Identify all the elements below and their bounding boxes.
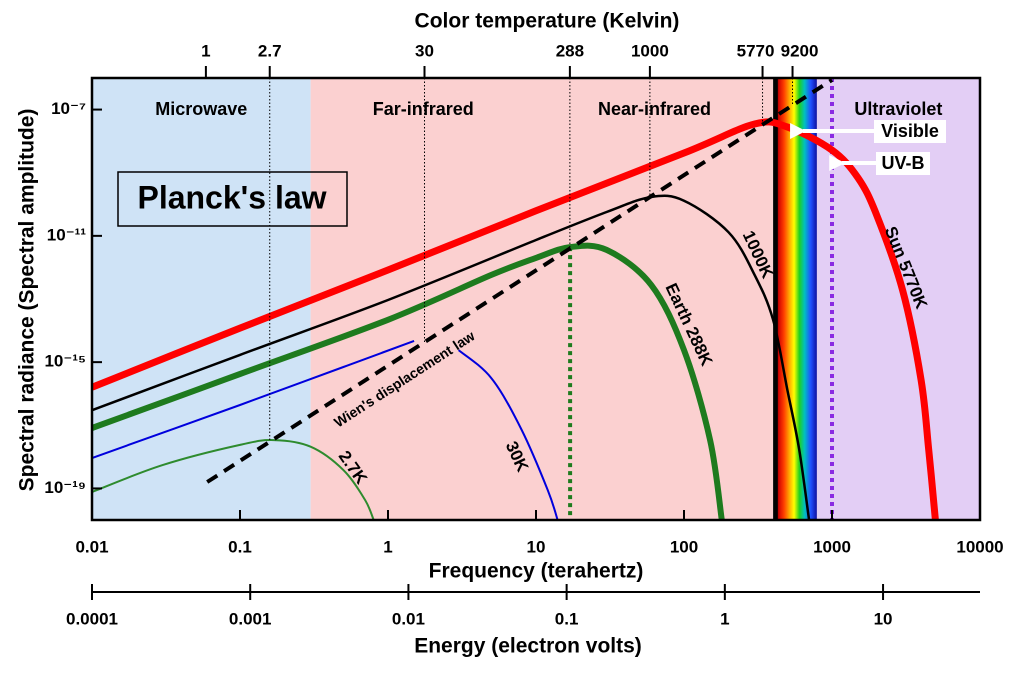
visible-band [773, 78, 817, 520]
uvb-label-box [876, 152, 930, 175]
region [536, 78, 774, 520]
x-tick-label: 10000 [956, 537, 1003, 556]
energy-tick-label: 0.001 [229, 609, 272, 628]
curve-layer [92, 118, 939, 520]
top-tick-label: 30 [415, 41, 434, 60]
x-tick-label: 1000 [813, 537, 851, 556]
visible-label: Visible [881, 121, 939, 141]
top-tick-label: 5770 [737, 41, 775, 60]
planck-curve [92, 118, 939, 520]
top-tick-label: 288 [556, 41, 584, 60]
energy-tick-label: 0.0001 [66, 609, 118, 628]
x-tick-label: 0.1 [228, 537, 252, 556]
top-axis-title: Color temperature (Kelvin) [415, 10, 680, 33]
x-tick-label: 0.01 [75, 537, 108, 556]
top-tick-label: 2.7 [258, 41, 282, 60]
y-tick-label: 10⁻¹⁵ [44, 352, 86, 371]
x-tick-label: 1 [383, 537, 392, 556]
visible-label-box [874, 120, 946, 143]
region [816, 78, 980, 520]
y-tick-label: 10⁻¹¹ [47, 225, 87, 244]
region-label: Far-infrared [373, 99, 474, 119]
energy-tick-label: 1 [720, 609, 729, 628]
wien-line [206, 78, 834, 484]
region-label: Ultraviolet [854, 99, 942, 119]
energy-tick-label: 10 [874, 609, 893, 628]
uvb-label: UV-B [881, 153, 924, 173]
planck-curve [92, 439, 375, 520]
title-box [117, 171, 348, 227]
region [310, 78, 536, 520]
energy-axis-title: Energy (electron volts) [414, 635, 642, 658]
energy-tick-label: 0.1 [555, 609, 579, 628]
background-layer [92, 78, 980, 520]
top-tick-label: 9200 [781, 41, 819, 60]
region [92, 78, 311, 520]
x-tick-label: 10 [527, 537, 546, 556]
energy-tick-label: 0.01 [392, 609, 425, 628]
x-axis-title: Frequency (terahertz) [429, 560, 644, 583]
planck-curve [92, 194, 811, 520]
top-tick-label: 1000 [631, 41, 669, 60]
planck-curve [92, 339, 559, 520]
x-tick-label: 100 [670, 537, 698, 556]
chart-title: Planck's law [137, 179, 326, 215]
y-tick-label: 10⁻⁷ [51, 99, 86, 118]
y-axis-title: Spectral radiance (Spectral amplitude) [16, 109, 39, 492]
region-label: Near-infrared [598, 99, 711, 119]
top-tick-label: 1 [201, 41, 210, 60]
y-tick-label: 10⁻¹⁹ [44, 478, 86, 497]
region-label: Microwave [155, 99, 247, 119]
planck-curve [92, 242, 725, 520]
